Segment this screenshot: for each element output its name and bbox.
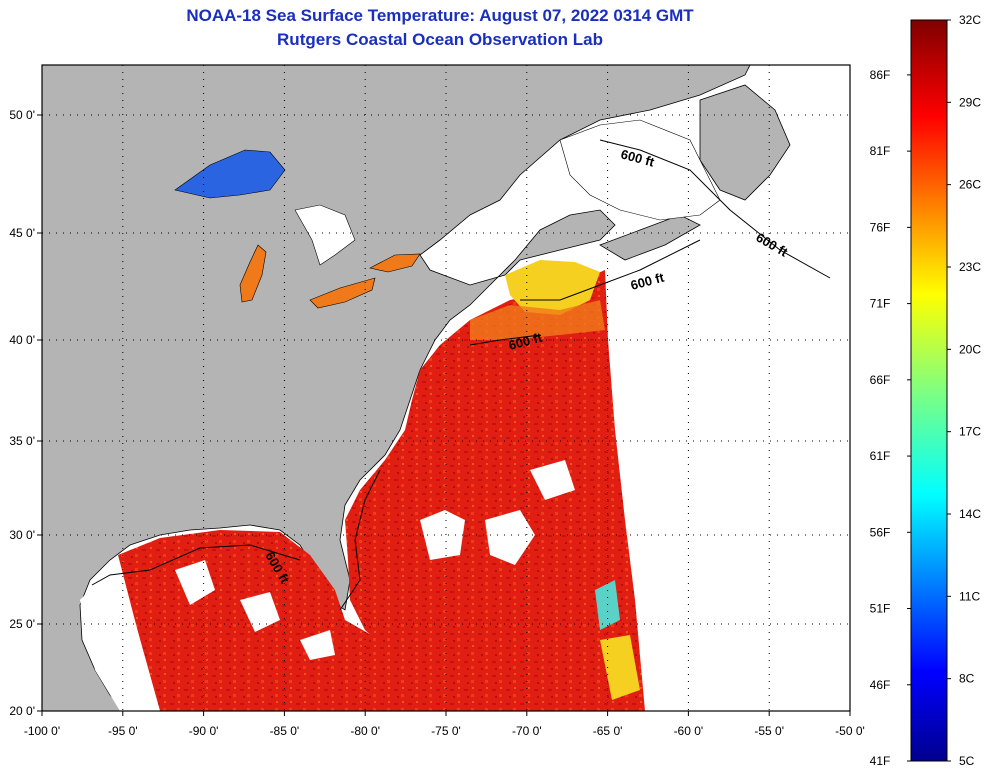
lake-ontario	[369, 253, 421, 273]
land-nova-scotia	[599, 214, 701, 261]
lon-tick-label: -60 0'	[674, 724, 704, 738]
lat-tick-label: 20 0'	[9, 704, 35, 718]
lon-tick-label: -85 0'	[270, 724, 300, 738]
lat-tick-label: 35 0'	[9, 434, 35, 448]
colorbar-c-label: 8C	[959, 672, 975, 686]
lon-tick-label: -70 0'	[512, 724, 542, 738]
colorbar-c-label: 11C	[959, 589, 980, 603]
colorbar-c-label: 5C	[959, 754, 975, 768]
isobath-contour	[469, 334, 541, 346]
cloud-gap	[240, 592, 280, 632]
colorbar-c-label: 20C	[959, 342, 981, 356]
latitude-axis: 50 0' 45 0' 40 0' 35 0' 30 0' 25 0' 20 0'	[9, 108, 42, 718]
colorbar-f-label: 76F	[870, 220, 891, 234]
lon-tick-label: -90 0'	[189, 724, 219, 738]
land-newfoundland	[699, 84, 791, 201]
colorbar-c-label: 23C	[959, 260, 981, 274]
colorbar-f-label: 81F	[870, 144, 891, 158]
colorbar-f-label: 56F	[870, 525, 891, 539]
cloud-gap	[175, 560, 215, 605]
colorbar-f-label: 51F	[870, 602, 891, 616]
isobath-contour	[599, 139, 831, 279]
lon-tick-label: -95 0'	[108, 724, 138, 738]
lat-tick-label: 30 0'	[9, 528, 35, 542]
colorbar-c-label: 32C	[959, 13, 981, 27]
cool-patch	[600, 635, 640, 700]
lon-tick-label: -50 0'	[835, 724, 865, 738]
lake-superior	[174, 149, 286, 199]
atlantic-sst	[345, 270, 645, 711]
isobath-contour	[339, 469, 381, 611]
colorbar-c-label: 17C	[959, 425, 981, 439]
lon-tick-label: -100 0'	[24, 724, 60, 738]
gulf-of-maine-sst	[505, 260, 600, 315]
colorbar-c-label: 29C	[959, 95, 981, 109]
isobath-contour	[520, 239, 701, 301]
lake-michigan	[239, 244, 267, 303]
map-title: NOAA-18 Sea Surface Temperature: August …	[186, 6, 694, 25]
lon-tick-label: -65 0'	[593, 724, 623, 738]
map-subtitle: Rutgers Coastal Ocean Observation Lab	[277, 30, 603, 49]
lon-tick-label: -80 0'	[350, 724, 380, 738]
lat-tick-label: 45 0'	[9, 226, 35, 240]
colorbar-f-label: 66F	[870, 373, 891, 387]
gulf-west-nodata	[80, 560, 160, 711]
lat-tick-label: 25 0'	[9, 617, 35, 631]
shelf-warm-band	[470, 300, 605, 340]
cloud-gap	[420, 510, 465, 560]
colorbar-c-label: 14C	[959, 507, 981, 521]
colorbar-f-label: 71F	[870, 297, 891, 311]
colorbar	[910, 19, 948, 762]
lake-huron	[294, 204, 356, 266]
lat-tick-label: 40 0'	[9, 333, 35, 347]
lat-tick-label: 50 0'	[9, 108, 35, 122]
colorbar-f-label: 61F	[870, 449, 891, 463]
colorbar-c-label: 26C	[959, 178, 981, 192]
colorbar-f-label: 86F	[870, 68, 891, 82]
colorbar-ticks: 32C 29C 26C 23C 20C 17C 14C 11C 8C 5C 86F 81F 76F 71F…	[870, 13, 982, 768]
colorbar-f-label: 46F	[870, 678, 891, 692]
land-north-america	[42, 65, 751, 711]
lake-erie	[309, 277, 376, 309]
gulf-st-lawrence-nodata	[559, 119, 721, 221]
isobath-contour	[91, 544, 301, 586]
cloud-gap	[530, 460, 575, 500]
longitude-axis: -100 0' -95 0' -90 0' -85 0' -80 0' -75 0' -70…	[24, 711, 865, 738]
colorbar-f-label: 41F	[870, 754, 891, 768]
cloud-gap	[485, 510, 535, 565]
lon-tick-label: -75 0'	[431, 724, 461, 738]
cloud-gap	[300, 630, 335, 660]
graticule	[42, 65, 850, 711]
map-content	[42, 65, 850, 711]
lon-tick-label: -55 0'	[754, 724, 784, 738]
